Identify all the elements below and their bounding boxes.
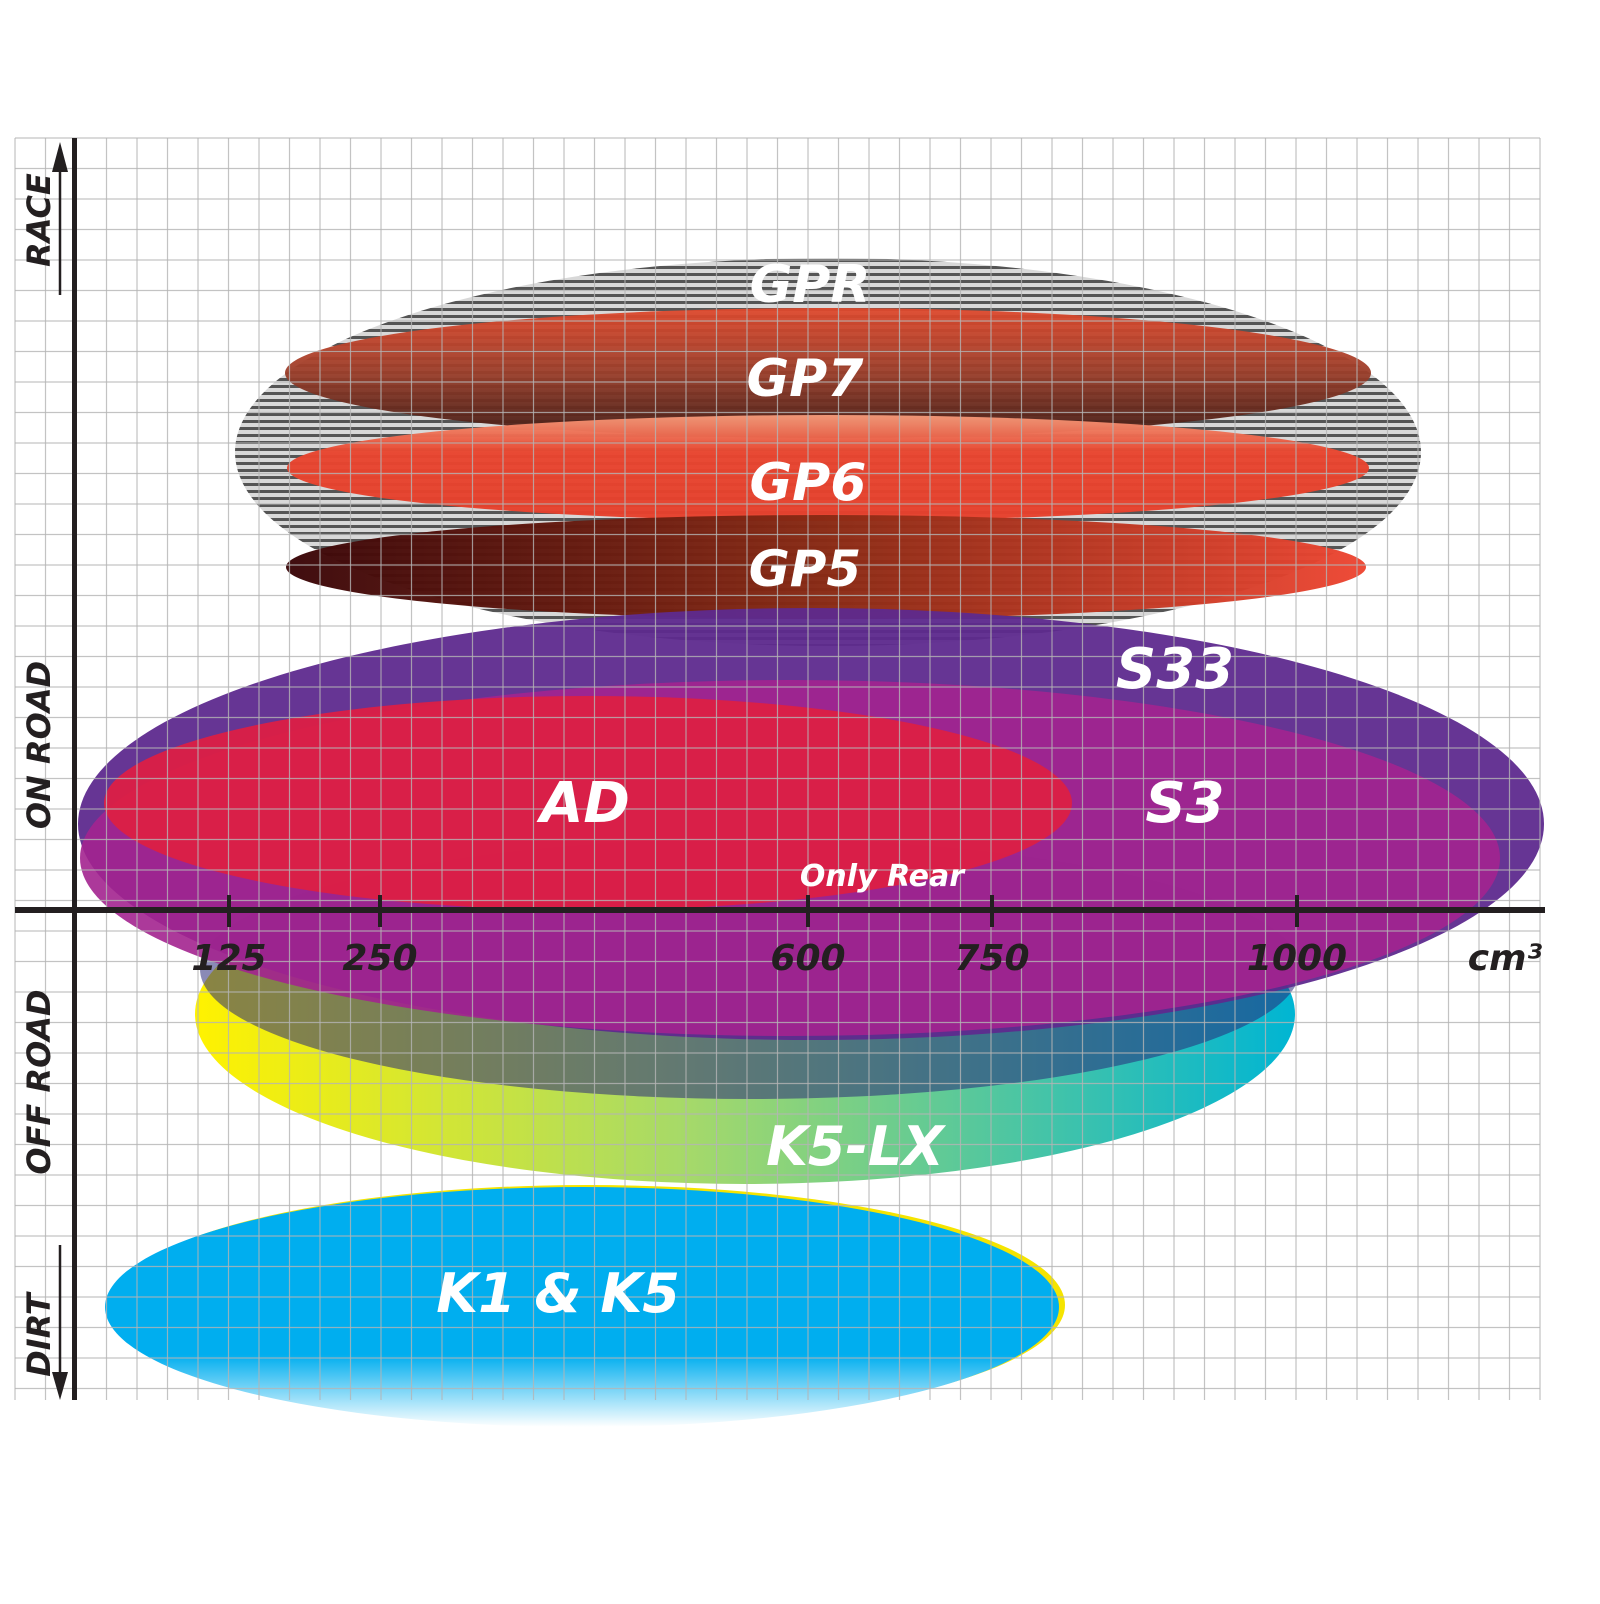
range-ellipse-ad — [104, 696, 1072, 910]
y-category-off-road: OFF ROAD — [20, 989, 58, 1174]
range-ellipse-k1-k5 — [105, 1187, 1059, 1427]
y-category-race: RACE — [20, 173, 58, 267]
x-tick-750 — [990, 895, 994, 927]
x-tick-label-600: 600 — [770, 938, 845, 979]
x-tick-1000 — [1295, 895, 1299, 927]
range-ellipse-gp6 — [287, 415, 1369, 521]
arrow-up-icon — [52, 142, 68, 172]
y-axis-line — [72, 138, 77, 1400]
x-tick-label-250: 250 — [342, 938, 417, 979]
annotation-only-rear: Only Rear — [800, 859, 966, 894]
x-axis-unit-label: cm³ — [1468, 938, 1543, 979]
x-tick-label-125: 125 — [191, 938, 266, 979]
x-tick-label-1000: 1000 — [1247, 938, 1347, 979]
series-label-gpr: GPR — [750, 255, 871, 315]
range-ellipse-gp5 — [286, 515, 1366, 619]
y-category-dirt: DIRT — [20, 1291, 58, 1377]
range-ellipse-gp7 — [285, 308, 1371, 438]
x-tick-125 — [227, 895, 231, 927]
series-label-gp5: GP5 — [749, 540, 861, 598]
y-category-on-road: ON ROAD — [20, 661, 58, 829]
series-label-k1-k5: K1 & K5 — [436, 1262, 680, 1325]
series-label-gp6: GP6 — [750, 453, 867, 513]
series-label-s33: S33 — [1116, 637, 1234, 702]
series-label-k5-lx: K5-LX — [766, 1115, 946, 1178]
x-axis-line — [15, 907, 1545, 913]
x-tick-250 — [378, 895, 382, 927]
arrow-down-icon — [52, 1372, 68, 1400]
series-label-ad: AD — [536, 771, 630, 836]
series-label-gp7: GP7 — [747, 349, 865, 409]
x-tick-label-750: 750 — [954, 938, 1029, 979]
x-tick-600 — [806, 895, 810, 927]
series-label-s3: S3 — [1145, 771, 1224, 836]
